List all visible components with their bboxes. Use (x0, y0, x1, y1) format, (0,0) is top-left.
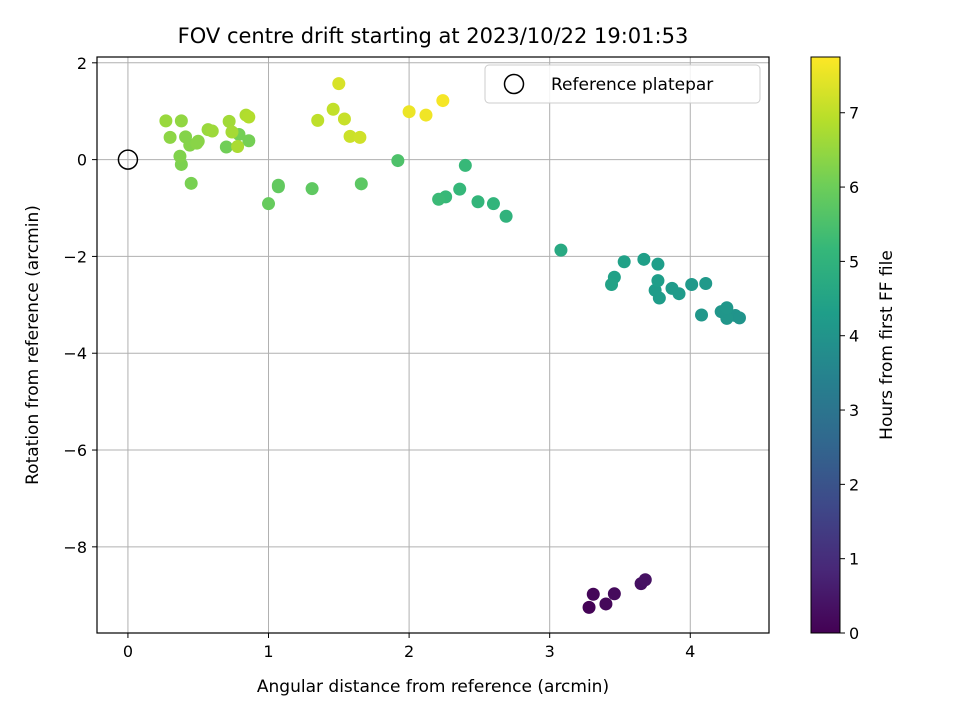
data-point (262, 197, 276, 211)
data-point (402, 105, 416, 119)
colorbar-tick-label: 0 (849, 624, 859, 643)
data-point (617, 255, 631, 269)
data-point (685, 277, 699, 291)
colorbar-tick-label: 5 (849, 252, 859, 271)
data-point (242, 110, 256, 124)
data-point (332, 77, 346, 91)
data-point (695, 308, 709, 322)
legend-marker-icon (503, 73, 525, 95)
data-point (432, 192, 446, 206)
x-tick-label: 4 (685, 642, 695, 661)
legend-box (484, 64, 761, 104)
x-tick-label: 1 (263, 642, 273, 661)
data-point (720, 301, 734, 315)
data-point (391, 154, 405, 168)
plot-frame (96, 56, 770, 634)
data-point (419, 108, 433, 122)
legend: Reference platepar (484, 64, 761, 104)
data-point (343, 129, 357, 143)
data-point (607, 587, 621, 601)
y-tick-label: −2 (63, 247, 87, 266)
data-point (271, 180, 285, 194)
data-point (337, 112, 351, 126)
data-point (222, 114, 236, 128)
data-point (586, 587, 600, 601)
data-point (225, 125, 239, 139)
data-point (651, 274, 665, 288)
data-point (599, 597, 613, 611)
colorbar-tick-label: 3 (849, 401, 859, 420)
data-point (311, 113, 325, 127)
y-tick-label: 2 (77, 54, 87, 73)
data-point (326, 102, 340, 116)
reference-platepar-marker (117, 149, 139, 170)
y-tick-label: −8 (63, 538, 87, 557)
data-point (699, 277, 713, 291)
reference-marker-group (117, 149, 139, 170)
data-point (436, 94, 450, 108)
x-tick-label: 3 (545, 642, 555, 661)
data-point (638, 573, 652, 587)
data-point (582, 600, 596, 614)
colorbar-tick-label: 4 (849, 327, 859, 346)
data-point (458, 158, 472, 172)
data-point (159, 114, 173, 128)
data-point (305, 182, 319, 196)
colorbar-tick-label: 7 (849, 104, 859, 123)
y-axis-label: Rotation from reference (arcmin) (23, 205, 43, 485)
x-tick-label: 2 (404, 642, 414, 661)
colorbar-gradient (810, 56, 841, 634)
data-point (637, 252, 651, 266)
data-points (159, 77, 746, 614)
y-tick-label: −4 (63, 344, 87, 363)
x-axis-label: Angular distance from reference (arcmin) (257, 677, 609, 697)
colorbar-tick-label: 1 (849, 550, 859, 569)
x-axis: 0 1 2 3 4 (123, 633, 695, 661)
colorbar-tick-label: 6 (849, 178, 859, 197)
x-tick-label: 0 (123, 642, 133, 661)
data-point (486, 197, 500, 211)
data-point (732, 311, 746, 325)
data-point (163, 130, 177, 144)
legend-label: Reference platepar (551, 75, 713, 95)
y-tick-label: −6 (63, 441, 87, 460)
chart-title: FOV centre drift starting at 2023/10/22 … (178, 24, 689, 48)
data-point (231, 140, 245, 154)
data-point (353, 130, 367, 144)
data-point (471, 195, 485, 209)
data-point (184, 176, 198, 190)
data-point (605, 277, 619, 291)
data-point (499, 209, 513, 223)
data-point (205, 124, 219, 138)
data-point (191, 134, 205, 148)
colorbar-label: Hours from first FF file (877, 250, 897, 440)
y-tick-label: 0 (77, 151, 87, 170)
colorbar-tick-label: 2 (849, 475, 859, 494)
data-point (554, 243, 568, 257)
data-point (242, 134, 256, 148)
grid (97, 57, 769, 633)
y-axis: −8 −6 −4 −2 0 2 (63, 54, 97, 557)
data-point (665, 281, 679, 295)
data-point (174, 114, 188, 128)
colorbar: 0 1 2 3 4 5 6 7 Hours from first FF file (810, 56, 897, 643)
data-point (354, 177, 368, 191)
colorbar-ticks: 0 1 2 3 4 5 6 7 (840, 104, 859, 643)
data-point (453, 182, 467, 196)
data-point (219, 140, 233, 154)
data-point (173, 149, 187, 163)
data-point (651, 257, 665, 271)
